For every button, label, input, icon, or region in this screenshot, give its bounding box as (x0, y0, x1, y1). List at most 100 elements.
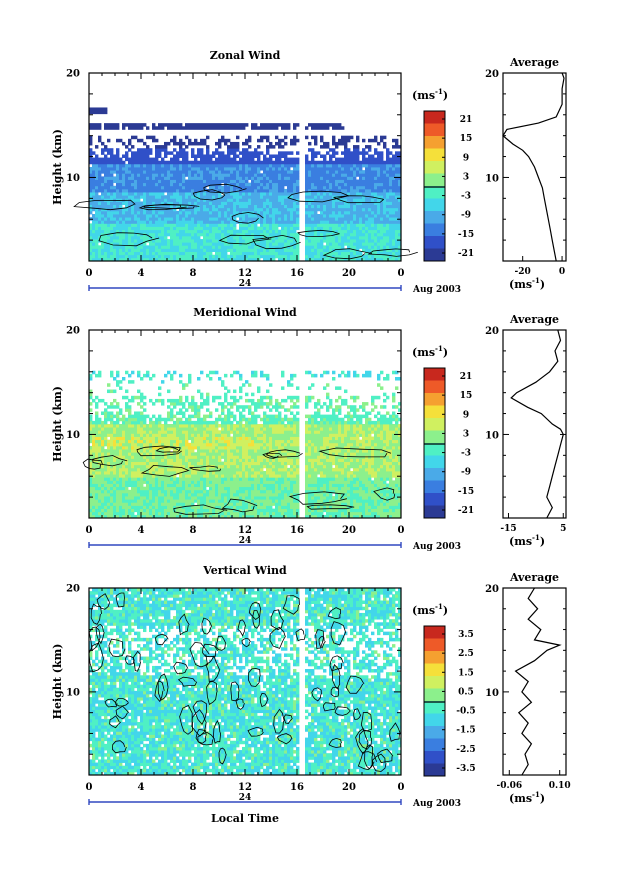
heatmap-cell (173, 421, 176, 425)
heatmap-cell (179, 374, 182, 378)
heatmap-cell (266, 496, 269, 500)
heatmap-cell (116, 371, 119, 375)
heatmap-cell (110, 192, 113, 196)
heatmap-cell (185, 223, 188, 227)
heatmap-cell (92, 170, 95, 174)
heatmap-cell (101, 195, 104, 199)
heatmap-cell (104, 738, 107, 742)
heatmap-cell (275, 505, 278, 509)
heatmap-cell (128, 148, 131, 152)
heatmap-cell (230, 741, 236, 745)
heatmap-cell (206, 502, 224, 506)
heatmap-cell (332, 756, 335, 760)
heatmap-cell (386, 192, 395, 196)
heatmap-cell (305, 753, 314, 757)
heatmap-cell (185, 747, 191, 751)
heatmap-cell (275, 477, 278, 481)
heatmap-cell (140, 252, 143, 256)
heatmap-cell (287, 477, 290, 481)
heatmap-cell (146, 462, 149, 466)
heatmap-cell (305, 255, 308, 259)
heatmap-cell (386, 374, 389, 378)
heatmap-cell (377, 502, 380, 506)
heatmap-cell (284, 214, 287, 218)
heatmap-cell (266, 437, 269, 441)
heatmap-cell (236, 753, 245, 757)
y-tick-label: 20 (66, 69, 80, 80)
heatmap-cell (155, 418, 170, 422)
heatmap-cell (197, 211, 209, 215)
heatmap-cell (338, 183, 344, 187)
heatmap-cell (131, 211, 134, 215)
heatmap-cell (359, 738, 365, 742)
heatmap-cell (389, 217, 398, 221)
heatmap-cell (245, 738, 248, 742)
heatmap-cell (368, 227, 377, 231)
heatmap-cell (137, 139, 143, 143)
heatmap-cell (314, 430, 320, 434)
heatmap-cell (95, 242, 98, 246)
heatmap-cell (344, 220, 347, 224)
heatmap-cell (110, 390, 113, 394)
heatmap-cell (362, 465, 368, 469)
heatmap-cell (116, 167, 119, 171)
heatmap-cell (242, 217, 245, 221)
heatmap-cell (251, 499, 254, 503)
heatmap-cell (296, 728, 299, 732)
average-profile-line (511, 330, 563, 518)
heatmap-cell (380, 756, 383, 760)
heatmap-cell (248, 477, 254, 481)
heatmap-cell (227, 223, 230, 227)
heatmap-cell (332, 763, 335, 767)
heatmap-cell (164, 471, 176, 475)
heatmap-cell (383, 477, 386, 481)
heatmap-cell (389, 415, 392, 419)
heatmap-cell (98, 186, 110, 190)
heatmap-cell (386, 151, 392, 155)
heatmap-cell (110, 763, 116, 767)
heatmap-cell (158, 430, 167, 434)
heatmap-cell (164, 217, 173, 221)
heatmap-cell (380, 136, 386, 140)
heatmap-cell (218, 186, 224, 190)
heatmap-cell (377, 223, 383, 227)
heatmap-cell (155, 255, 158, 259)
heatmap-cell (320, 430, 338, 434)
heatmap-cell (359, 227, 362, 231)
heatmap-cell (383, 170, 386, 174)
heatmap-cell (245, 728, 248, 732)
colorbar-segment (424, 149, 445, 162)
heatmap-cell (332, 126, 344, 130)
heatmap-cell (260, 477, 263, 481)
colorbar-segment (424, 431, 445, 444)
heatmap-cell (326, 753, 332, 757)
heatmap-cell (332, 151, 338, 155)
heatmap-cell (125, 220, 137, 224)
heatmap-cell (233, 734, 236, 738)
heatmap-cell (146, 744, 149, 748)
heatmap-cell (290, 374, 293, 378)
heatmap-cell (362, 374, 371, 378)
heatmap-cell (119, 766, 122, 770)
heatmap-cell (326, 371, 329, 375)
heatmap-cell (263, 484, 275, 488)
heatmap-cell (188, 415, 194, 419)
heatmap-cell (230, 449, 236, 453)
heatmap-cell (395, 496, 398, 500)
heatmap-cell (128, 512, 134, 516)
heatmap-cell (164, 759, 167, 763)
heatmap-cell (332, 408, 335, 412)
heatmap-cell (242, 252, 254, 256)
heatmap-cell (110, 186, 116, 190)
heatmap-cell (188, 377, 191, 381)
heatmap-cell (371, 509, 383, 513)
heatmap-cell (326, 242, 329, 246)
heatmap-cell (140, 411, 143, 415)
heatmap-cell (320, 252, 323, 256)
heatmap-cell (95, 211, 101, 215)
heatmap-cell (110, 446, 113, 450)
heatmap-cell (179, 496, 185, 500)
heatmap-cell (230, 756, 233, 760)
heatmap-cell (389, 173, 395, 177)
heatmap-cell (230, 405, 233, 409)
